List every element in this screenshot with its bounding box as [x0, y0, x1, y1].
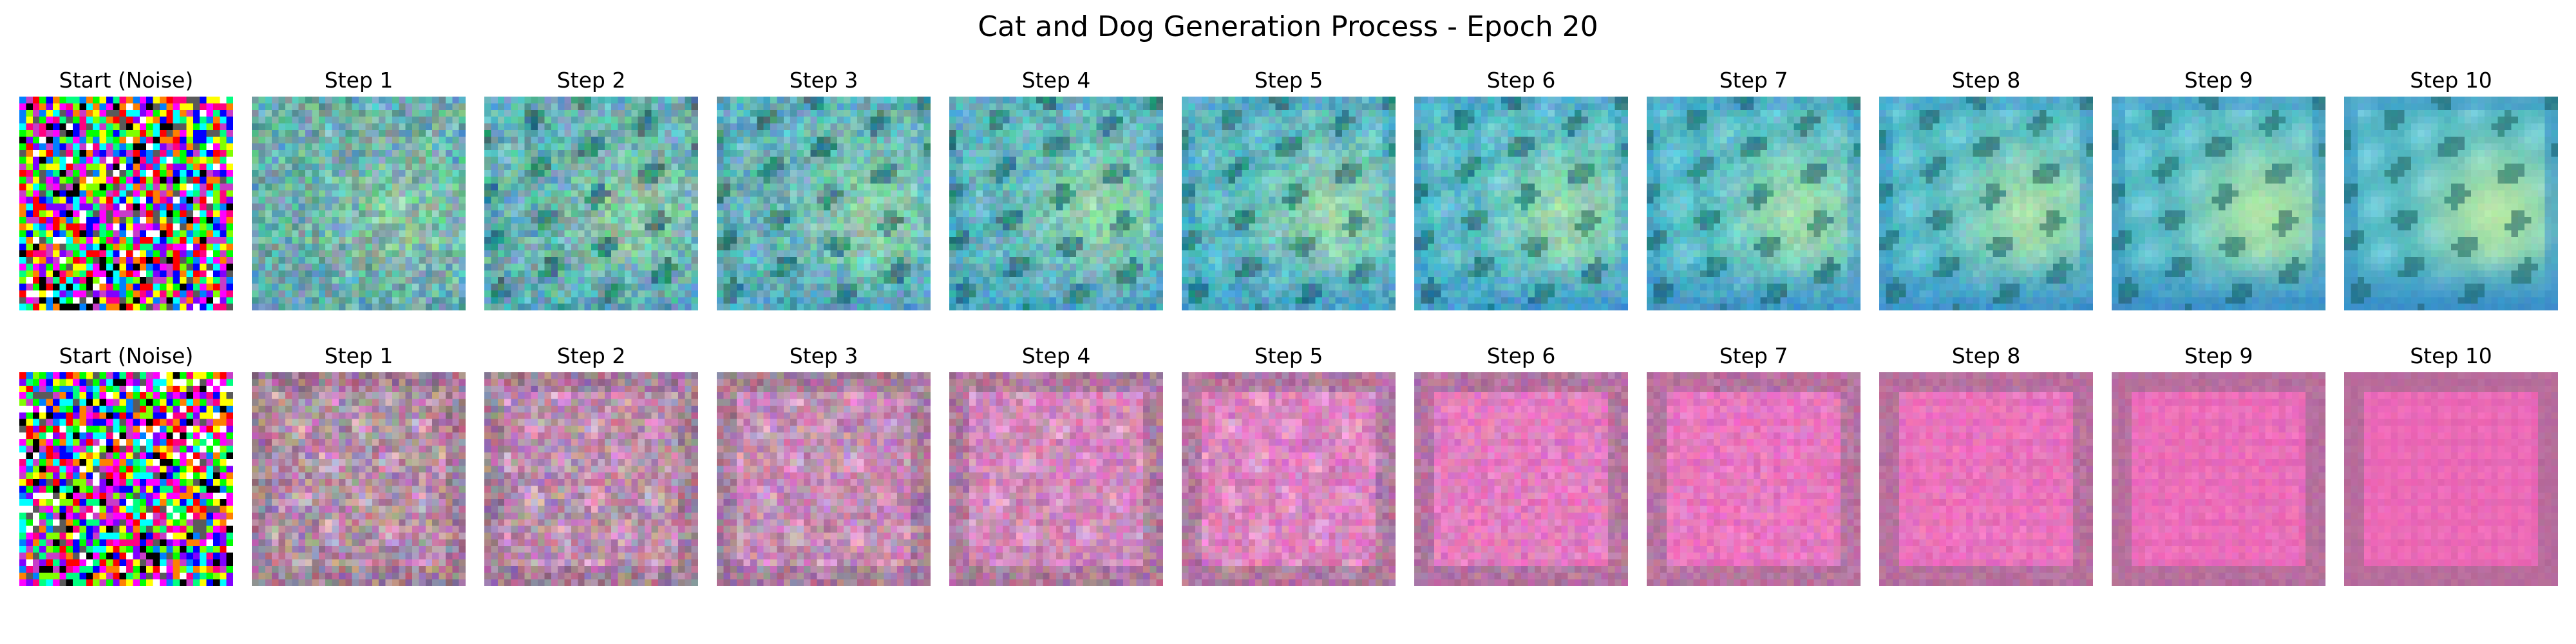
generated-image	[2344, 372, 2558, 586]
generated-image	[252, 97, 466, 310]
panel-row1-step-7: Step 7	[1647, 67, 1861, 325]
panel-title: Step 8	[1951, 343, 2021, 368]
panel-title: Step 4	[1021, 68, 1091, 93]
panel-row1-step-10: Step 10	[2344, 67, 2558, 325]
panel-title: Step 1	[324, 343, 393, 368]
panel-row1-step-9: Step 9	[2112, 67, 2325, 325]
panel-title: Start (Noise)	[59, 68, 194, 93]
panel-row1-step-8: Step 8	[1879, 67, 2093, 325]
panel-title: Step 3	[789, 343, 858, 368]
noise-image	[19, 372, 233, 586]
generated-image	[484, 97, 698, 310]
panel-row2-step-7: Step 7	[1647, 343, 1861, 600]
generated-image	[2344, 97, 2558, 310]
generated-image	[1414, 372, 1628, 586]
panel-title: Step 9	[2184, 343, 2253, 368]
generated-image	[1647, 97, 1861, 310]
generated-image	[1182, 372, 1396, 586]
generated-image	[252, 372, 466, 586]
figure-title: Cat and Dog Generation Process - Epoch 2…	[978, 10, 1598, 43]
panel-title: Step 6	[1486, 68, 1556, 93]
panel-row2-step-10: Step 10	[2344, 343, 2558, 600]
generated-image	[2112, 372, 2325, 586]
panel-title: Step 10	[2410, 68, 2492, 93]
panel-row2-step-4: Step 4	[949, 343, 1163, 600]
generated-image	[1182, 97, 1396, 310]
panel-row2-step-2: Step 2	[484, 343, 698, 600]
panel-title: Step 10	[2410, 343, 2492, 368]
panel-row1-step-4: Step 4	[949, 67, 1163, 325]
panel-title: Step 7	[1719, 343, 1788, 368]
panel-title: Step 2	[556, 68, 626, 93]
panel-title: Step 2	[556, 343, 626, 368]
generated-image	[484, 372, 698, 586]
generated-image	[717, 97, 931, 310]
panel-row2-noise: Start (Noise)	[19, 343, 233, 600]
generated-image	[949, 97, 1163, 310]
panel-row2-step-1: Step 1	[252, 343, 466, 600]
panel-title: Step 5	[1254, 68, 1323, 93]
generated-image	[717, 372, 931, 586]
panel-title: Step 7	[1719, 68, 1788, 93]
panel-row2-step-9: Step 9	[2112, 343, 2325, 600]
panel-title: Step 4	[1021, 343, 1091, 368]
panel-row1-step-5: Step 5	[1182, 67, 1396, 325]
panel-row2-step-6: Step 6	[1414, 343, 1628, 600]
generated-image	[1879, 372, 2093, 586]
panel-row2-step-8: Step 8	[1879, 343, 2093, 600]
panel-row1-step-3: Step 3	[717, 67, 931, 325]
generated-image	[1647, 372, 1861, 586]
panel-title: Step 1	[324, 68, 393, 93]
generated-image	[949, 372, 1163, 586]
panel-title: Step 8	[1951, 68, 2021, 93]
generated-image	[1879, 97, 2093, 310]
panel-row2-step-5: Step 5	[1182, 343, 1396, 600]
panel-row1-step-1: Step 1	[252, 67, 466, 325]
noise-image	[19, 97, 233, 310]
panel-title: Step 6	[1486, 343, 1556, 368]
panel-title: Step 9	[2184, 68, 2253, 93]
panel-title: Step 5	[1254, 343, 1323, 368]
panel-title: Step 3	[789, 68, 858, 93]
panel-row1-noise: Start (Noise)	[19, 67, 233, 325]
generated-image	[1414, 97, 1628, 310]
panel-row1-step-2: Step 2	[484, 67, 698, 325]
panel-row2-step-3: Step 3	[717, 343, 931, 600]
generated-image	[2112, 97, 2325, 310]
panel-title: Start (Noise)	[59, 343, 194, 368]
panel-row1-step-6: Step 6	[1414, 67, 1628, 325]
